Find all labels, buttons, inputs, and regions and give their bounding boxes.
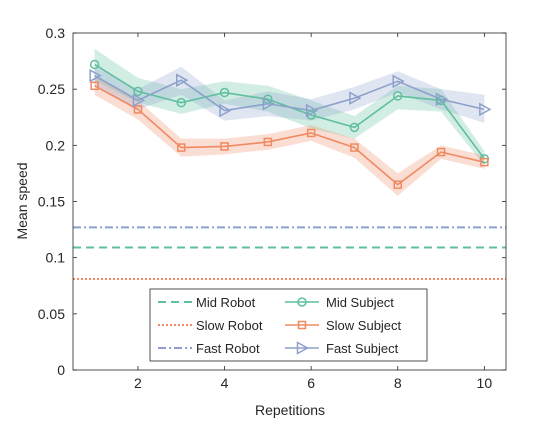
robot-reference-lines	[73, 226, 506, 281]
fast-subject-point	[479, 102, 492, 117]
slow-subject-point	[177, 143, 186, 152]
x-tick-label: 10	[477, 375, 493, 391]
fast-subject-point	[262, 97, 275, 111]
slow-subject-point	[220, 142, 229, 151]
y-tick-label: 0	[57, 362, 65, 378]
y-tick-label: 0.05	[38, 306, 65, 322]
y-tick-label: 0.25	[38, 81, 65, 97]
y-tick-label: 0.3	[46, 25, 66, 41]
legend: Mid Robot Slow Robot Fast Robot Mid Subject…	[149, 288, 428, 362]
slow-subject-point	[436, 147, 446, 157]
subject-markers	[89, 59, 492, 189]
x-tick-label: 2	[134, 375, 142, 391]
slow-subject-point	[393, 180, 402, 189]
legend-mid-subject-label: Mid Subject	[326, 295, 394, 310]
y-tick-label: 0.2	[46, 137, 66, 153]
x-tick-label: 6	[307, 375, 315, 391]
x-tick-label: 4	[221, 375, 229, 391]
y-tick-label: 0.15	[38, 194, 65, 210]
mid-subject-point	[393, 91, 403, 101]
legend-mid-subject-marker	[297, 297, 307, 307]
fast-subject-point	[435, 92, 449, 107]
fast-subject-band	[94, 66, 485, 123]
fast-subject-line	[94, 74, 485, 112]
fast-subject-point	[89, 68, 102, 83]
mid-subject-point	[349, 122, 360, 133]
fast-subject-point	[305, 103, 319, 118]
mid-subject-point	[133, 86, 143, 97]
legend-slow-subject-marker	[297, 320, 307, 330]
legend-mid-robot-label: Mid Robot	[196, 295, 256, 310]
mid-subject-point	[219, 87, 230, 98]
axes: 0 0.05 0.1 0.15 0.2 0.25 0.3 2 4 6 8 10	[38, 25, 507, 391]
mid-subject-point	[89, 59, 100, 70]
x-axis-label: Repetitions	[255, 402, 325, 418]
legend-fast-robot-label: Fast Robot	[196, 341, 260, 356]
fast-subject-point	[349, 91, 362, 105]
slow-subject-point	[350, 143, 359, 152]
legend-slow-robot-label: Slow Robot	[196, 318, 263, 333]
legend-slow-subject-label: Slow Subject	[326, 318, 402, 333]
slow-subject-point	[480, 157, 489, 167]
y-tick-label: 0.1	[46, 250, 66, 266]
fast-subject-point	[176, 73, 189, 87]
x-tick-label: 8	[394, 375, 402, 391]
slow-subject-point	[263, 137, 273, 147]
slow-subject-point	[133, 105, 143, 114]
slow-subject-point	[306, 128, 316, 138]
legend-fast-subject-marker	[296, 341, 310, 355]
legend-fast-subject-label: Fast Subject	[326, 341, 399, 356]
subject-lines	[94, 63, 485, 186]
slow-subject-point	[90, 81, 99, 91]
slow-subject-line	[94, 85, 485, 186]
y-axis-label: Mean speed	[14, 162, 30, 239]
fast-subject-point	[392, 74, 405, 89]
mid-subject-point	[176, 97, 186, 108]
fast-subject-point	[219, 103, 232, 118]
fast-subject-point	[132, 93, 146, 108]
slow-subject-band	[94, 76, 485, 196]
